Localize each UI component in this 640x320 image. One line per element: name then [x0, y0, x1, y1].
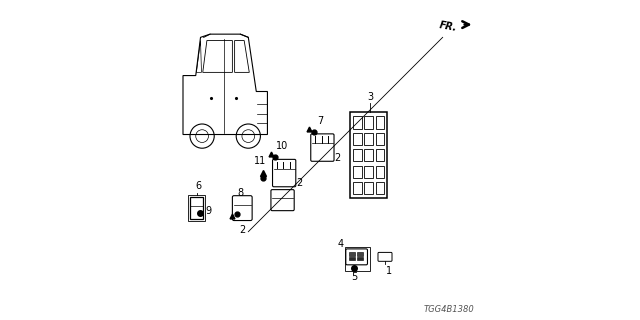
Text: 10: 10 [276, 141, 288, 151]
Text: 9: 9 [205, 206, 211, 216]
Text: 7: 7 [317, 116, 323, 125]
Bar [349, 252, 355, 256]
Bar [356, 257, 363, 260]
Text: 2: 2 [296, 178, 302, 188]
Text: 6: 6 [195, 181, 201, 191]
Bar [344, 247, 370, 270]
Text: 3: 3 [367, 92, 373, 102]
Text: 4: 4 [337, 239, 343, 249]
Text: 2: 2 [334, 153, 340, 163]
Text: 1: 1 [386, 266, 392, 276]
Bar [188, 195, 205, 221]
Bar [356, 252, 363, 256]
Text: 2: 2 [239, 225, 245, 235]
Bar [349, 257, 355, 260]
Text: 11: 11 [254, 156, 266, 166]
Text: 5: 5 [351, 272, 357, 282]
Text: TGG4B1380: TGG4B1380 [424, 305, 474, 314]
Text: 8: 8 [237, 188, 243, 198]
Text: FR.: FR. [438, 20, 458, 33]
